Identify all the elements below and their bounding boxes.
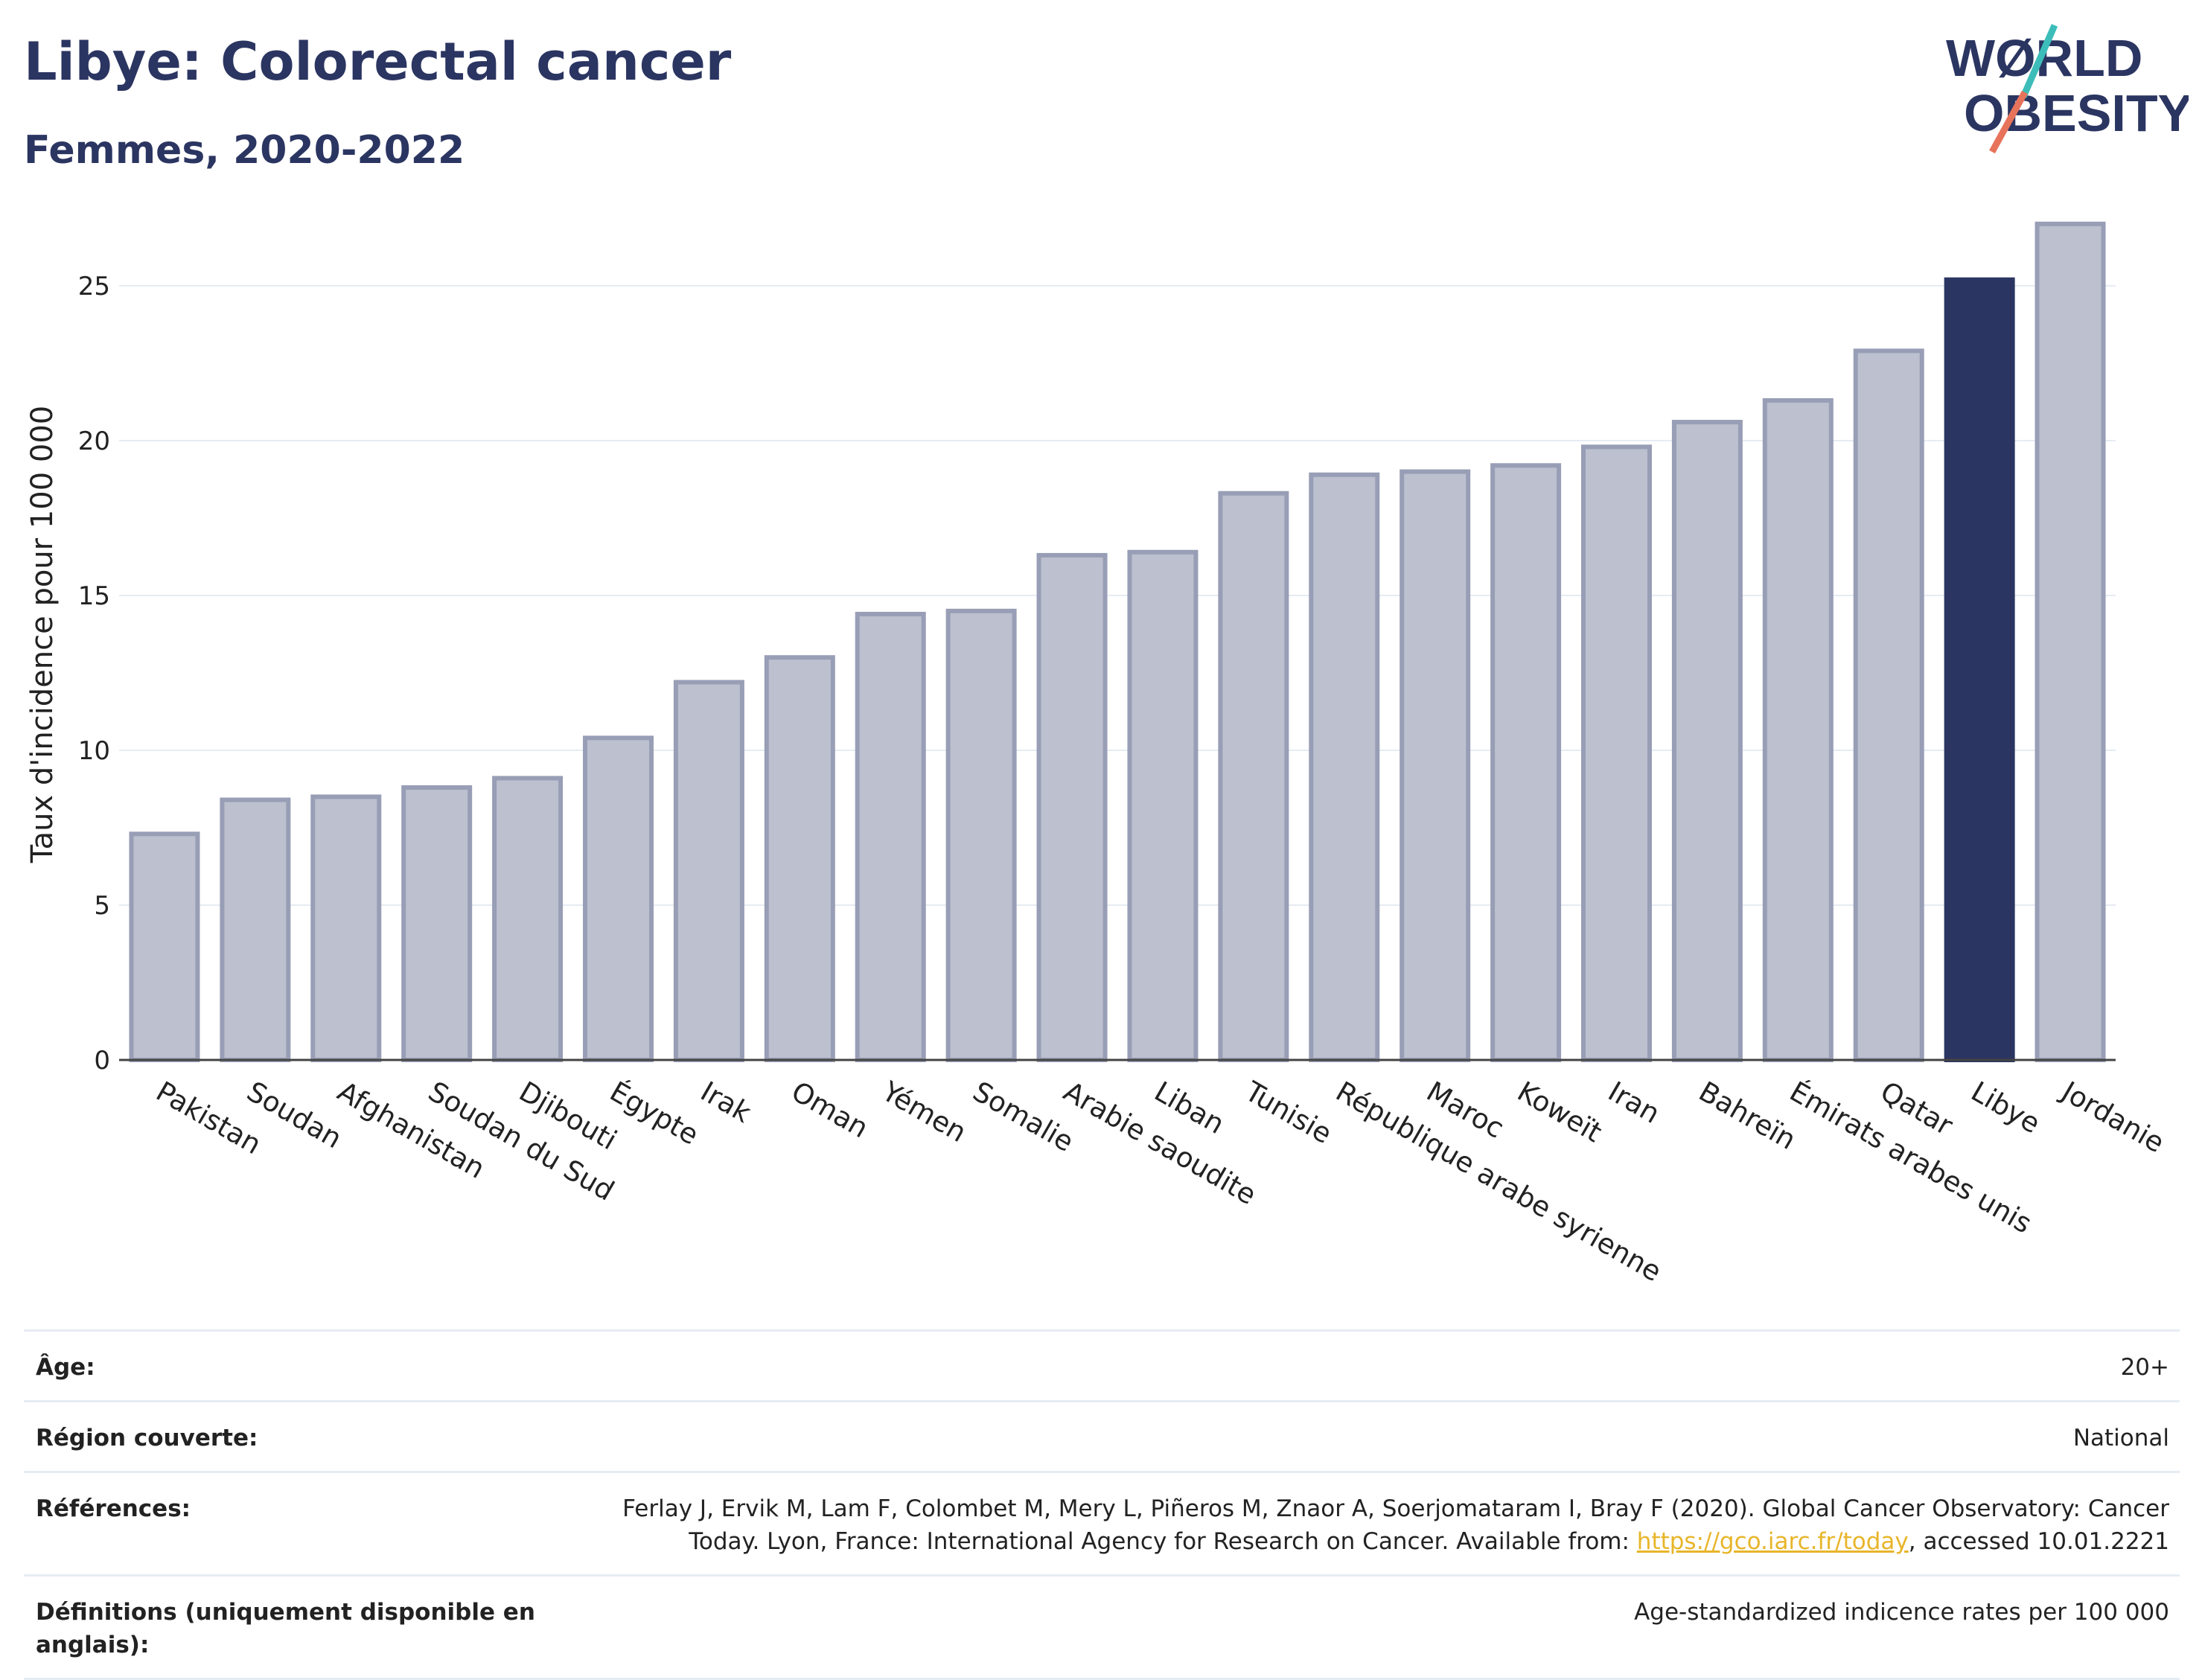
meta-value: Ferlay J, Ervik M, Lam F, Colombet M, Me… — [606, 1492, 2169, 1558]
bar-Soudan du Sud[interactable] — [401, 785, 473, 1063]
bar-Émirats arabes unis[interactable] — [1762, 397, 1834, 1062]
y-tick-label: 20 — [78, 427, 110, 456]
y-axis-label: Taux d'incidence pour 100 000 — [25, 406, 60, 863]
reference-link[interactable]: https://gco.iarc.fr/today — [1636, 1528, 1909, 1555]
bar-Tunisie[interactable] — [1218, 491, 1289, 1062]
y-tick-label: 0 — [94, 1046, 110, 1076]
chart-title: Libye: Colorectal cancer — [24, 31, 732, 92]
x-tick-label: Yémen — [876, 1075, 972, 1149]
meta-key: Région couverte: — [36, 1425, 258, 1451]
bar-Maroc[interactable] — [1400, 469, 1471, 1062]
meta-value: National — [2072, 1425, 2169, 1451]
bar-Bahreïn[interactable] — [1671, 420, 1743, 1062]
bar-chart: 0 5 10 15 20 25 PakistanSoudanAfghanistanSoud… — [25, 221, 2170, 1288]
y-tick-label: 10 — [78, 736, 110, 766]
bar-Jordanie[interactable] — [2035, 221, 2106, 1062]
x-tick-label: Jordanie — [2055, 1075, 2170, 1160]
bar-Égypte[interactable] — [583, 735, 654, 1062]
meta-key: Références: — [36, 1495, 191, 1522]
meta-row-definitions: Définitions (uniquement disponible en an… — [24, 1574, 2180, 1680]
meta-value: 20+ — [2120, 1354, 2169, 1381]
bar-Liban[interactable] — [1127, 549, 1199, 1062]
bar-Koweït[interactable] — [1490, 463, 1562, 1062]
bar-Pakistan[interactable] — [129, 831, 200, 1062]
x-tick-label: Irak — [695, 1076, 757, 1130]
x-tick-label: Tunisie — [1239, 1075, 1337, 1150]
x-tick-label: Bahreïn — [1694, 1076, 1802, 1156]
bar-Irak[interactable] — [673, 680, 744, 1062]
bar-République arabe syrienne[interactable] — [1309, 472, 1380, 1062]
meta-key: Âge: — [36, 1354, 95, 1381]
x-tick-label: Koweït — [1512, 1076, 1607, 1149]
bars — [129, 221, 2106, 1063]
chart-subtitle: Femmes, 2020-2022 — [24, 128, 465, 173]
x-tick-label: Oman — [786, 1076, 874, 1145]
x-tick-label: Iran — [1603, 1076, 1665, 1130]
meta-row-region: Région couverte: National — [24, 1400, 2180, 1471]
bar-Arabie saoudite[interactable] — [1036, 552, 1108, 1062]
logo-line-1: WØRLD — [1946, 29, 2142, 87]
y-tick-label: 5 — [94, 891, 110, 921]
bar-Afghanistan[interactable] — [310, 794, 382, 1063]
bar-Somalie[interactable] — [945, 608, 1017, 1062]
y-axis-ticks: 0 5 10 15 20 25 — [78, 272, 110, 1076]
meta-row-age: Âge: 20+ — [24, 1329, 2180, 1400]
bar-Soudan[interactable] — [220, 797, 291, 1063]
logo-slash-coral — [1989, 90, 2028, 154]
meta-key: Définitions (uniquement disponible en an… — [36, 1599, 535, 1658]
reference-text-end: , accessed 10.01.2221 — [1908, 1528, 2169, 1555]
bar-Iran[interactable] — [1581, 444, 1652, 1062]
bar-Yémen[interactable] — [855, 611, 926, 1062]
bar-Qatar[interactable] — [1853, 348, 1924, 1062]
metadata-table: Âge: 20+ Région couverte: National Référ… — [24, 1329, 2180, 1680]
y-tick-label: 15 — [78, 581, 110, 611]
meta-row-references: Références: Ferlay J, Ervik M, Lam F, Co… — [24, 1471, 2180, 1574]
bar-Djibouti[interactable] — [492, 776, 564, 1062]
x-tick-label: Égypte — [604, 1075, 704, 1152]
reference-text: Ferlay J, Ervik M, Lam F, Colombet M, Me… — [622, 1495, 2169, 1555]
x-tick-label: Somalie — [968, 1076, 1079, 1158]
bar-Oman[interactable] — [764, 655, 835, 1062]
logo-slash-teal — [2020, 24, 2058, 98]
bar-Libye[interactable] — [1944, 277, 2015, 1062]
world-obesity-logo: WØRLD OBESITY — [1946, 24, 2189, 154]
x-tick-label: Pakistan — [150, 1076, 267, 1161]
x-tick-label: Libye — [1966, 1076, 2046, 1140]
y-tick-label: 25 — [78, 272, 110, 301]
meta-value: Age-standardized indicence rates per 100… — [1634, 1599, 2169, 1626]
